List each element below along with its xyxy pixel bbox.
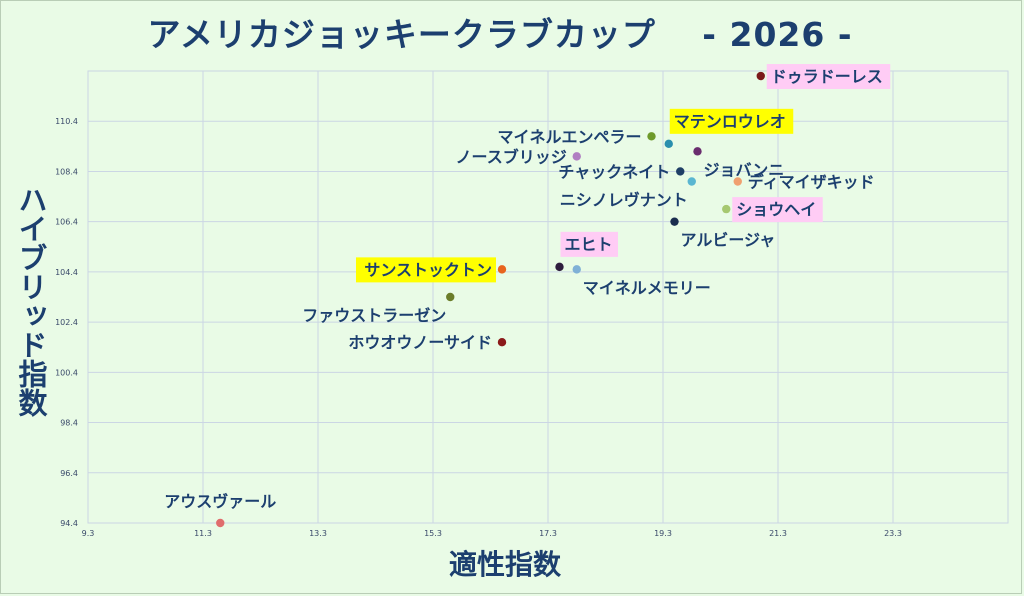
data-point [693,147,702,156]
data-point-label: マテンロウレオ [674,112,786,131]
data-point [446,292,455,302]
data-point-label: マイネルメモリー [583,278,711,297]
data-point-label: チャックネイト [558,162,670,181]
data-point-label: ショウヘイ [736,200,816,219]
data-point-label: ディマイザキッド [748,172,875,191]
x-tick-label: 21.3 [769,529,787,538]
data-point [216,518,225,528]
data-point-label: ジョバンニ [704,160,785,179]
data-point [497,338,507,347]
data-point [555,262,564,272]
x-tick-label: 11.3 [194,529,212,538]
data-point-label: アウスヴァール [164,492,276,511]
data-point-label: ニシノレヴナント [560,190,688,209]
data-point-label-highlight [356,257,496,283]
x-tick-label: 9.3 [82,529,95,538]
x-tick-label: 15.3 [424,529,442,538]
data-point [497,265,507,274]
data-point [647,132,656,141]
data-point [722,204,731,214]
y-tick-label: 110.4 [55,117,78,126]
data-point [664,139,673,149]
data-point [572,265,581,274]
data-point-label: エヒト [565,235,613,254]
x-tick-label: 19.3 [654,529,672,538]
y-tick-label: 108.4 [55,167,78,176]
data-point-label: ホウオウノーサイド [348,333,492,352]
data-point-label-highlight [669,108,794,134]
y-tick-label: 104.4 [55,268,78,277]
y-tick-label: 98.4 [60,419,78,428]
data-point-label: マイネルエンペラー [497,127,641,146]
data-point-label-highlight [732,197,823,223]
grid-lines [87,70,1009,524]
x-tick-label: 23.3 [884,529,902,538]
chart-title: アメリカジョッキークラブカップ - 2026 - [147,15,853,54]
y-tick-label: 94.4 [60,519,78,528]
y-tick-label: 100.4 [55,368,78,377]
data-point [670,217,679,226]
y-tick-label: 102.4 [55,318,78,327]
data-point-label-highlight [560,231,618,257]
data-point-label: ドゥラドーレス [771,67,883,86]
y-tick-label: 96.4 [60,469,78,478]
x-tick-label: 17.3 [539,529,557,538]
data-point-label: ノースブリッジ [456,147,567,166]
data-point [733,177,742,186]
data-point-label: サンストックトン [364,260,492,279]
data-point [687,177,696,186]
data-point [676,167,685,176]
data-point [572,152,581,161]
y-tick-label: 106.4 [55,218,78,227]
data-point-label: アルビージャ [681,231,776,250]
x-tick-label: 13.3 [309,529,327,538]
data-point [756,71,765,81]
y-axis-label: ハイブリッド指数 [14,185,48,417]
x-axis-label: 適性指数 [448,548,561,581]
data-point-label-highlight [766,64,891,90]
tick-labels: 9.3 11.3 13.3 15.3 17.3 19.3 21.3 23.3 94.4 96.4 9… [55,117,902,538]
data-point-label: ファウストラーゼン [302,306,446,325]
